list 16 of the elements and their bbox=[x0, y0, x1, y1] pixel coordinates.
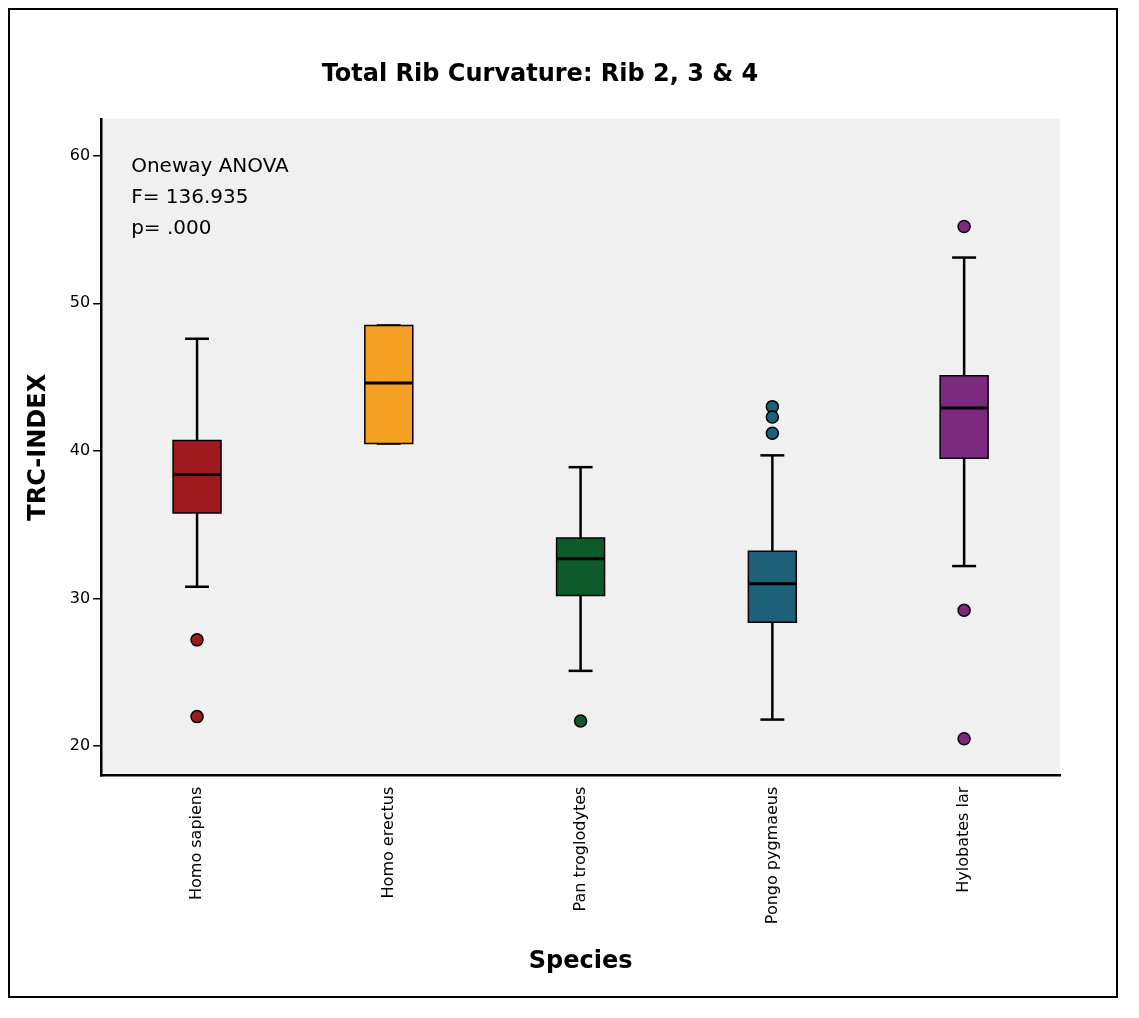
x-tick-label: Homo sapiens bbox=[186, 786, 206, 901]
y-tick-label: 60 bbox=[69, 144, 91, 164]
annotation: p= .000 bbox=[131, 215, 212, 239]
y-axis-title: TRC-INDEX bbox=[22, 373, 51, 521]
chart-title: Total Rib Curvature: Rib 2, 3 & 4 bbox=[321, 58, 759, 87]
x-tick-label: Pongo pygmaeus bbox=[761, 786, 781, 925]
x-tick-label: Homo erectus bbox=[377, 786, 397, 899]
y-tick-label: 20 bbox=[69, 735, 91, 755]
y-tick-label: 30 bbox=[69, 587, 91, 607]
annotation: Oneway ANOVA bbox=[131, 153, 290, 177]
annotation: F= 136.935 bbox=[131, 184, 249, 208]
y-tick-label: 50 bbox=[69, 292, 91, 312]
x-axis-title: Species bbox=[528, 945, 633, 974]
x-tick-label: Pan troglodytes bbox=[569, 786, 589, 912]
x-tick-label: Hylobates lar bbox=[953, 786, 973, 893]
y-tick-label: 40 bbox=[69, 440, 91, 460]
